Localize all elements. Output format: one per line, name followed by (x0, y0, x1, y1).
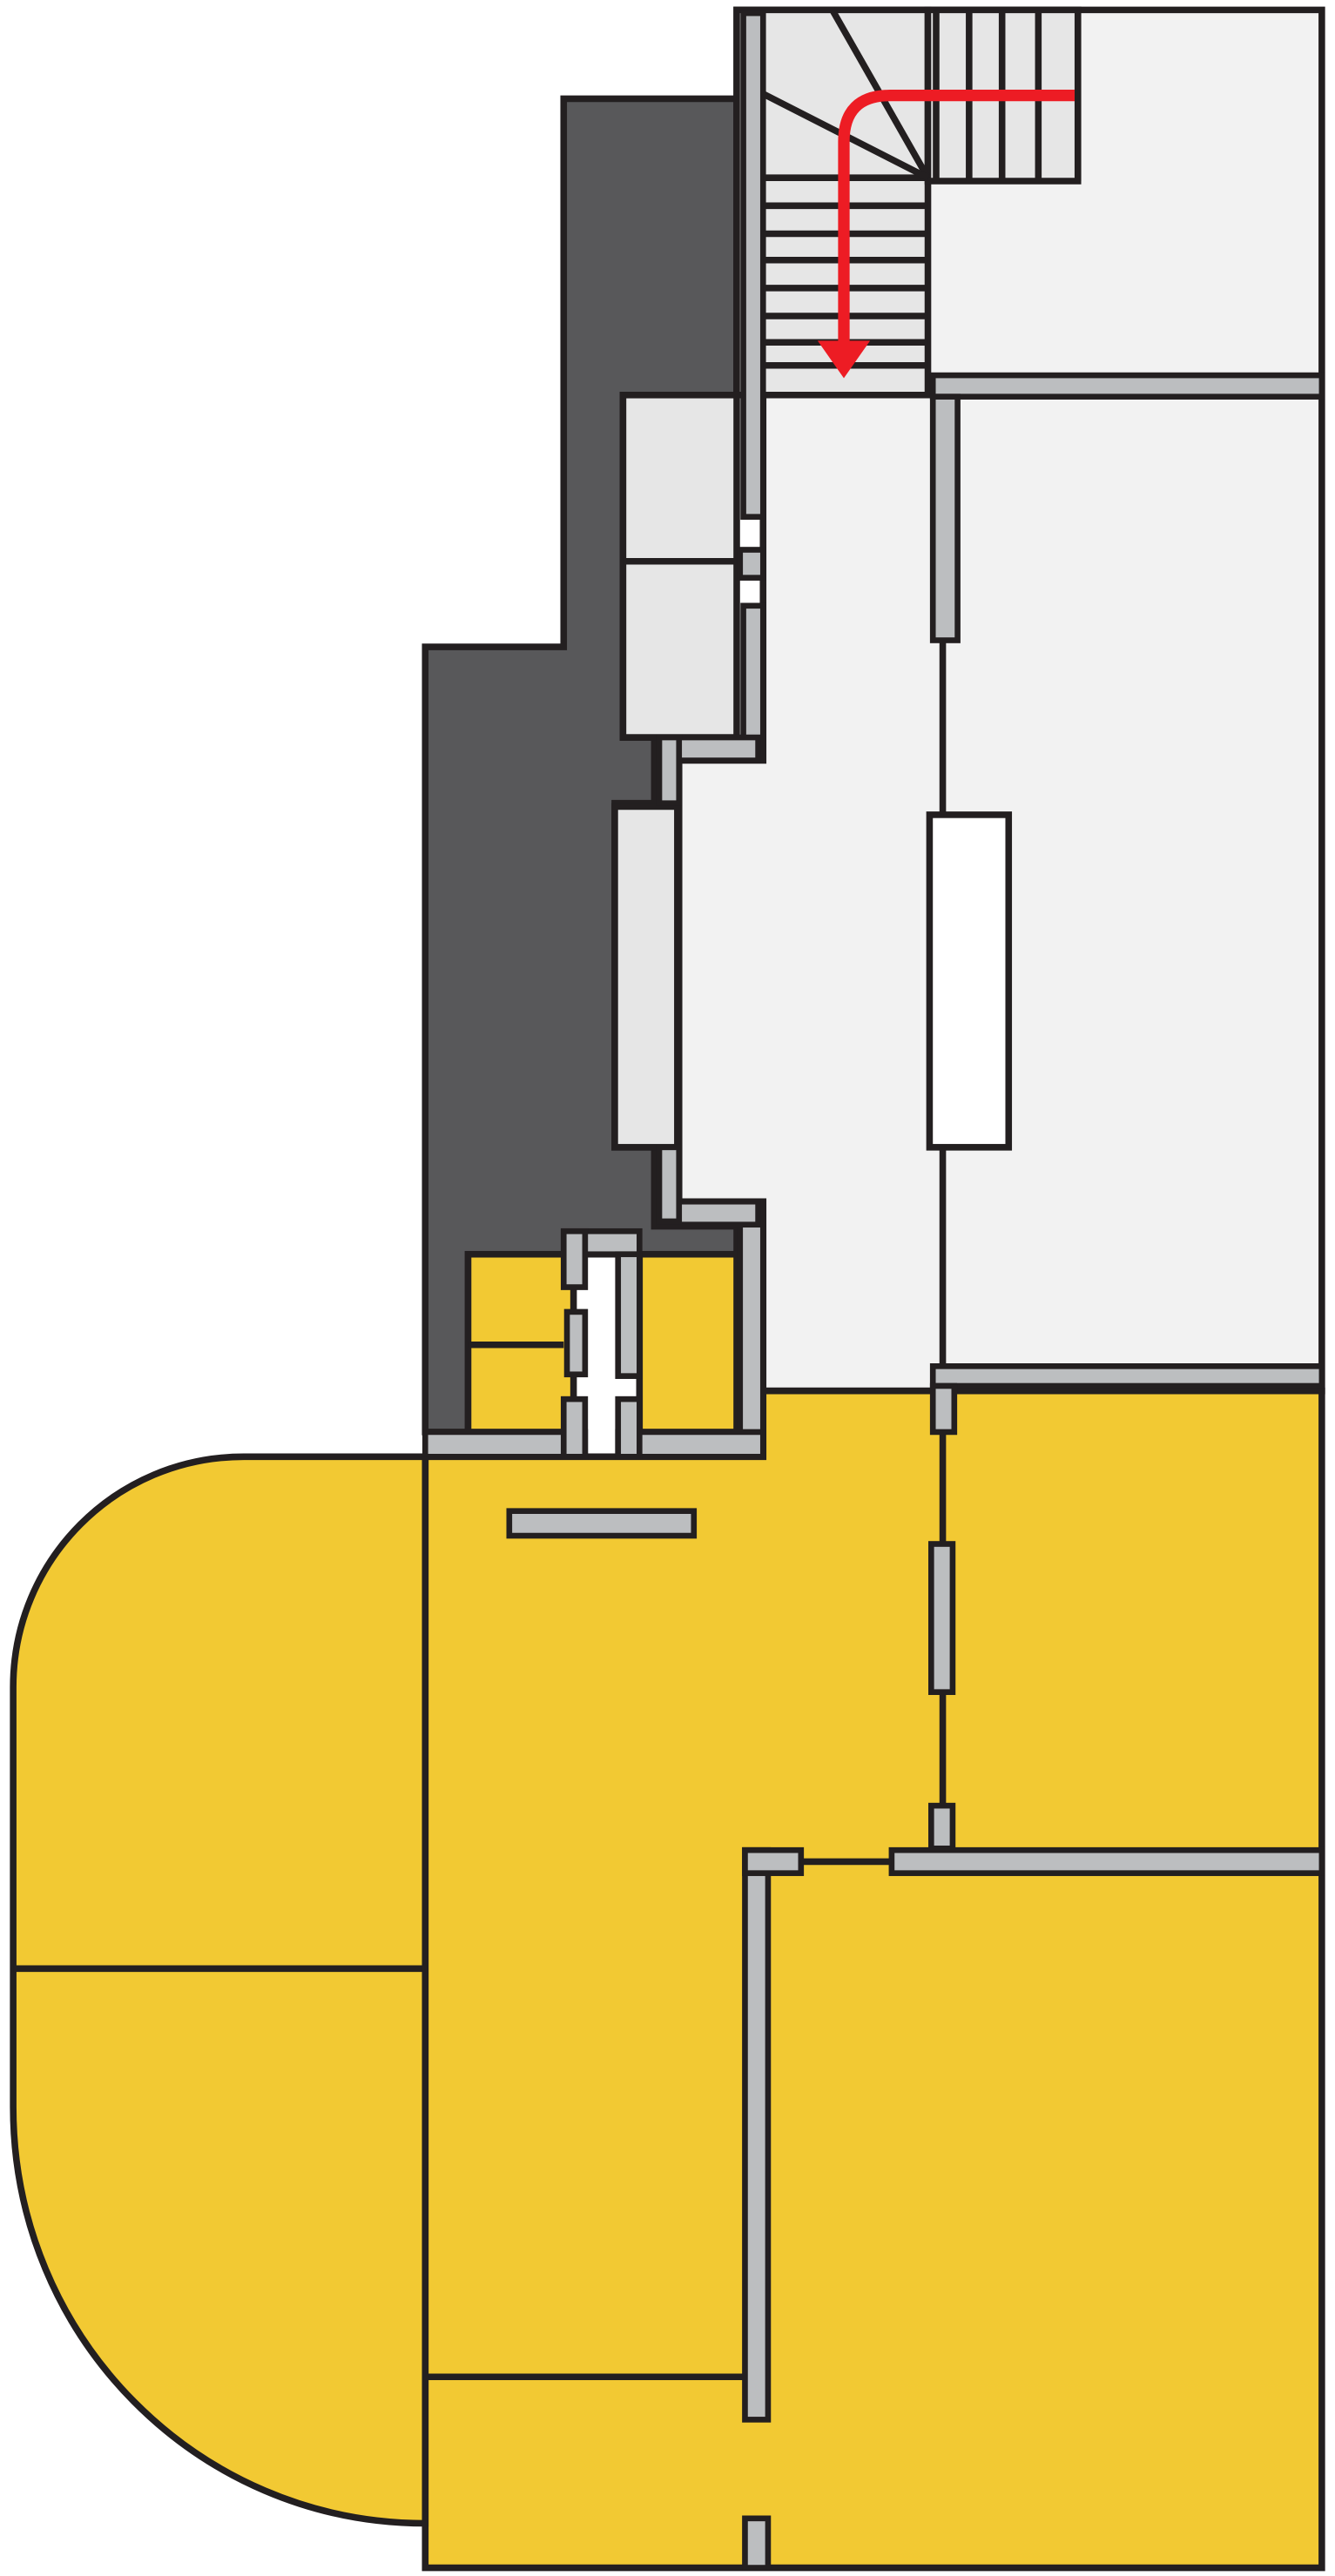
wall-west-upper (740, 602, 766, 754)
wall-south-stub (742, 2515, 772, 2571)
wall-mid-stub (929, 1382, 958, 1436)
wall-small-base-right-v (615, 1396, 643, 1460)
arrow-down-icon (817, 340, 871, 379)
wall-jog-lower-v (656, 1144, 683, 1225)
wall-west-lower (737, 1198, 766, 1460)
wall-central-vertical (742, 1846, 772, 2423)
wall-column-upper (929, 393, 961, 643)
wall-small-base-left-v (560, 1396, 589, 1460)
route-line (838, 90, 1075, 346)
wall-mid-horizontal (929, 1363, 1325, 1389)
wall-east-segment (928, 1541, 956, 1695)
wall-central-cap (742, 1846, 805, 1876)
bench-bar (506, 1508, 698, 1539)
wall-stair-west (740, 10, 766, 520)
wall-stair-south (929, 372, 1325, 400)
wall-small-post (563, 1308, 589, 1378)
wall-lower-horizontal (888, 1846, 1325, 1876)
rounded-bay (10, 1453, 429, 2527)
partition-walls (421, 10, 1325, 2571)
column-box (926, 811, 1013, 1151)
wall-jog-upper-v (656, 734, 683, 806)
wall-lower-stub (928, 1802, 956, 1852)
small-room-right (636, 1250, 740, 1436)
wall-small-right-v (615, 1251, 643, 1379)
evacuation-route (817, 90, 1075, 379)
wall-stair-jamb (737, 547, 766, 581)
wall-small-left-v (560, 1227, 589, 1290)
closet-middle (611, 803, 681, 1151)
closet-north (619, 391, 740, 741)
highlighted-zone (421, 1387, 1325, 2572)
